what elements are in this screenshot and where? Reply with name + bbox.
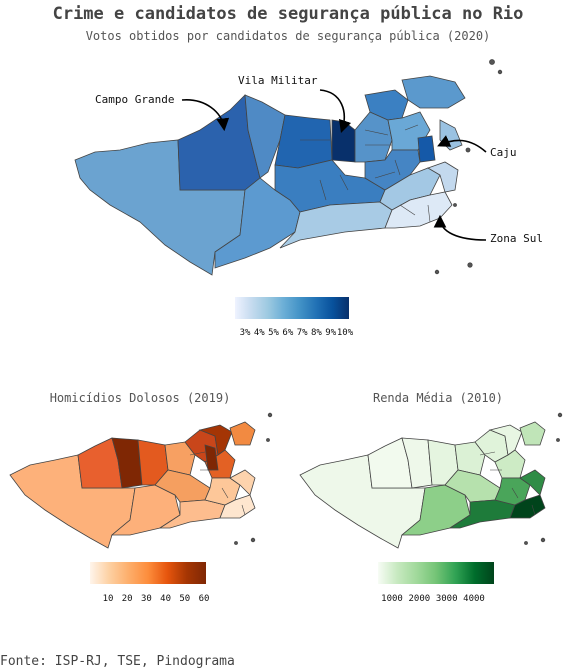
- region-barra: [279, 201, 393, 249]
- annotation-zona-sul: Zona Sul: [490, 232, 543, 245]
- main-legend-tick-label: 10%: [337, 328, 354, 338]
- region-caju: [417, 135, 436, 163]
- annotations: Campo Grande Vila Militar Caju Zona Sul: [95, 74, 543, 245]
- main-legend-tick-label: 3%: [240, 328, 251, 338]
- main-legend-tick-label: 7%: [297, 328, 308, 338]
- homicide-legend-tick-label: 40: [160, 594, 171, 604]
- region-guaratiba: [214, 177, 301, 269]
- h-region-zona-sul: [219, 494, 256, 519]
- chart-title: Crime e candidatos de segurança pública …: [52, 4, 524, 24]
- main-legend-tick-label: 8%: [311, 328, 322, 338]
- region-meier: [364, 149, 421, 191]
- homicide-legend-colorbar: [90, 562, 206, 584]
- income-legend-colorbar: [378, 562, 494, 584]
- income-map-title: Renda Média (2010): [372, 391, 504, 405]
- i-region-tijuca: [494, 477, 531, 506]
- homicide-map-title: Homicídios Dolosos (2019): [49, 391, 231, 405]
- main-legend-tick-label: 6%: [282, 328, 293, 338]
- h-region-santa-cruz: [111, 437, 143, 489]
- income-legend-tick-label: 2000: [408, 594, 430, 604]
- homicide-map: [9, 412, 273, 549]
- income-legend-ticks: 1000 2000 3000 4000: [381, 594, 485, 604]
- homicide-legend-tick-label: 10: [103, 594, 114, 604]
- arrow-caju: [437, 135, 487, 153]
- main-legend-tick-label: 5%: [268, 328, 279, 338]
- region-centro: [427, 161, 459, 193]
- region-bangu: [244, 94, 286, 179]
- region-realengo: [274, 114, 333, 169]
- h-region-tijuca: [204, 477, 241, 506]
- main-legend-colorbar: [235, 297, 349, 319]
- main-map: [74, 59, 503, 276]
- source-note: Fonte: ISP-RJ, TSE, Pindograma: [0, 654, 235, 669]
- homicide-legend-ticks: 10 20 30 40 50 60: [103, 594, 210, 604]
- income-map: [299, 412, 563, 549]
- region-ilha: [401, 75, 466, 109]
- main-legend-ticks: 3% 4% 5% 6% 7% 8% 9% 10%: [240, 328, 354, 338]
- main-legend: 3% 4% 5% 6% 7% 8% 9% 10%: [235, 297, 354, 338]
- i-region-realengo: [454, 441, 486, 476]
- income-legend-tick-label: 3000: [436, 594, 458, 604]
- main-legend-tick-label: 9%: [325, 328, 336, 338]
- homicide-legend-tick-label: 20: [122, 594, 133, 604]
- homicide-legend-tick-label: 50: [179, 594, 190, 604]
- region-gov-island: [439, 119, 463, 151]
- h-region-centro: [229, 469, 256, 496]
- h-region-realengo: [164, 441, 196, 476]
- income-legend: 1000 2000 3000 4000: [378, 562, 494, 604]
- annotation-caju: Caju: [490, 146, 517, 159]
- homicide-legend: 10 20 30 40 50 60: [90, 562, 209, 604]
- h-region-maré: [204, 444, 219, 471]
- homicide-legend-tick-label: 30: [141, 594, 152, 604]
- main-legend-tick-label: 4%: [254, 328, 265, 338]
- chart-subtitle: Votos obtidos por candidatos de seguranç…: [85, 29, 491, 43]
- arrow-zona-sul: [433, 214, 487, 241]
- income-legend-tick-label: 4000: [463, 594, 485, 604]
- income-legend-tick-label: 1000: [381, 594, 403, 604]
- annotation-vila-militar: Vila Militar: [238, 74, 318, 87]
- arrow-vila-militar: [319, 89, 352, 134]
- annotation-campo-grande: Campo Grande: [95, 93, 174, 106]
- i-region-centro: [519, 469, 546, 496]
- i-region-ilha: [519, 421, 546, 446]
- arrow-campo-grande: [181, 99, 230, 132]
- h-region-ilha: [229, 421, 256, 446]
- i-region-santa-cruz: [401, 437, 433, 489]
- homicide-legend-tick-label: 60: [199, 594, 210, 604]
- i-region-zona-sul: [509, 494, 546, 519]
